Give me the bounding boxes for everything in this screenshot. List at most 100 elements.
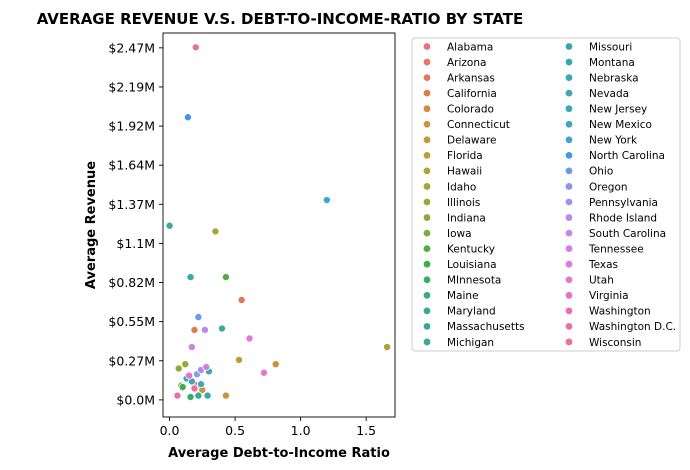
legend-item: Kentucky bbox=[423, 243, 495, 255]
legend-marker bbox=[423, 151, 431, 159]
legend-label: Maryland bbox=[447, 306, 496, 318]
legend-marker bbox=[565, 167, 573, 175]
legend-label: Massachusetts bbox=[447, 321, 525, 333]
legend-label: Utah bbox=[589, 275, 614, 287]
point-virginia bbox=[185, 371, 194, 380]
legend-item: Delaware bbox=[423, 135, 496, 147]
legend-marker bbox=[565, 43, 573, 50]
legend-marker bbox=[565, 198, 573, 206]
legend-item: Nebraska bbox=[565, 72, 639, 84]
point-massachusetts bbox=[217, 324, 226, 333]
legend-label: South Carolina bbox=[589, 228, 666, 240]
legend-label: Oregon bbox=[589, 181, 628, 193]
legend-marker bbox=[565, 120, 573, 128]
legend-item: Idaho bbox=[423, 181, 476, 193]
legend-item: Hawaii bbox=[423, 166, 482, 178]
legend-item: Washington bbox=[565, 306, 651, 318]
y-axis: $0.0M $0.27M $0.55M $0.82M $1.1M $1.37M $1.64M… bbox=[108, 40, 163, 407]
legend-label: Connecticut bbox=[447, 119, 510, 131]
legend-frame bbox=[411, 37, 681, 352]
legend-marker bbox=[423, 167, 431, 175]
y-tick-label: $0.55M bbox=[108, 314, 155, 329]
x-tick-label: 0.5 bbox=[225, 423, 245, 438]
legend-label: Hawaii bbox=[447, 166, 482, 178]
legend-marker bbox=[565, 245, 573, 253]
point-texas bbox=[245, 334, 254, 343]
legend-marker bbox=[565, 105, 573, 113]
point-illinois bbox=[181, 360, 190, 369]
y-tick-label: $1.1M bbox=[116, 236, 155, 251]
point-maryland bbox=[194, 391, 203, 400]
x-axis: 0.0 0.5 1.0 1.5 bbox=[160, 417, 376, 438]
legend-item: Alabama bbox=[423, 41, 493, 53]
legend-marker bbox=[565, 291, 573, 299]
point-rhode-island bbox=[200, 325, 209, 334]
point-new-york bbox=[322, 196, 331, 205]
legend-marker bbox=[565, 323, 573, 330]
legend-marker bbox=[423, 105, 431, 113]
data-points bbox=[165, 43, 392, 402]
legend-item: Indiana bbox=[423, 212, 486, 224]
legend-item: Florida bbox=[423, 150, 483, 162]
legend-label: Idaho bbox=[447, 181, 476, 193]
legend-label: MInnesota bbox=[447, 275, 501, 287]
legend-item: California bbox=[423, 88, 497, 100]
point-hawaii bbox=[383, 343, 392, 352]
point-tennessee bbox=[202, 363, 211, 372]
legend-item: New Mexico bbox=[565, 119, 652, 131]
point-north-carolina bbox=[183, 113, 192, 122]
point-ohio bbox=[194, 313, 203, 322]
point-california bbox=[190, 325, 199, 334]
legend-label: California bbox=[447, 88, 497, 100]
point-indiana bbox=[174, 364, 183, 373]
legend-marker bbox=[565, 183, 573, 190]
plot-frame bbox=[162, 32, 396, 418]
legend-item: North Carolina bbox=[565, 150, 665, 162]
point-idaho bbox=[211, 227, 220, 236]
legend-label: Rhode Island bbox=[589, 212, 657, 224]
legend-label: Iowa bbox=[447, 228, 472, 240]
legend-item: Illinois bbox=[423, 197, 480, 209]
legend-label: Nebraska bbox=[589, 72, 639, 84]
legend-label: Louisiana bbox=[447, 259, 497, 271]
legend-item: Nevada bbox=[565, 88, 629, 100]
legend-label: Texas bbox=[588, 259, 618, 271]
legend-label: Michigan bbox=[447, 337, 494, 349]
legend-item: South Carolina bbox=[565, 228, 666, 240]
legend-label: Wisconsin bbox=[589, 337, 641, 349]
legend-marker bbox=[565, 136, 573, 144]
point-wisconsin bbox=[191, 43, 200, 52]
y-tick-label: $1.64M bbox=[108, 158, 155, 173]
legend-marker bbox=[423, 291, 431, 299]
legend-item: Washington D.C. bbox=[565, 321, 676, 333]
legend-item: Oregon bbox=[565, 181, 628, 193]
legend-item: Arizona bbox=[423, 57, 486, 69]
legend-item: Missouri bbox=[565, 41, 632, 53]
legend-label: Arizona bbox=[447, 57, 486, 69]
point-washington-d-c- bbox=[190, 384, 199, 393]
legend-marker bbox=[423, 43, 431, 50]
legend-marker bbox=[423, 198, 431, 206]
legend-label: North Carolina bbox=[589, 150, 665, 162]
y-tick-label: $2.19M bbox=[108, 79, 155, 94]
point-florida bbox=[235, 355, 244, 364]
y-tick-label: $1.37M bbox=[108, 197, 155, 212]
y-axis-label: Average Revenue bbox=[84, 161, 99, 289]
legend-marker bbox=[423, 183, 431, 190]
point-michigan bbox=[165, 221, 174, 230]
legend-marker bbox=[423, 89, 431, 97]
point-utah bbox=[259, 368, 268, 377]
x-axis-label: Average Debt-to-Income Ratio bbox=[168, 446, 390, 461]
legend-marker bbox=[423, 307, 431, 315]
legend-item: Connecticut bbox=[423, 119, 510, 131]
legend-label: Maine bbox=[447, 290, 479, 302]
legend-marker bbox=[565, 260, 573, 268]
x-tick-label: 1.5 bbox=[356, 423, 376, 438]
legend-label: Tennessee bbox=[588, 243, 644, 255]
legend-marker bbox=[423, 260, 431, 268]
legend-marker bbox=[565, 58, 573, 66]
legend-item: Tennessee bbox=[565, 243, 644, 255]
legend-item: Wisconsin bbox=[565, 337, 641, 349]
point-colorado bbox=[271, 360, 280, 369]
legend-marker bbox=[565, 229, 573, 237]
